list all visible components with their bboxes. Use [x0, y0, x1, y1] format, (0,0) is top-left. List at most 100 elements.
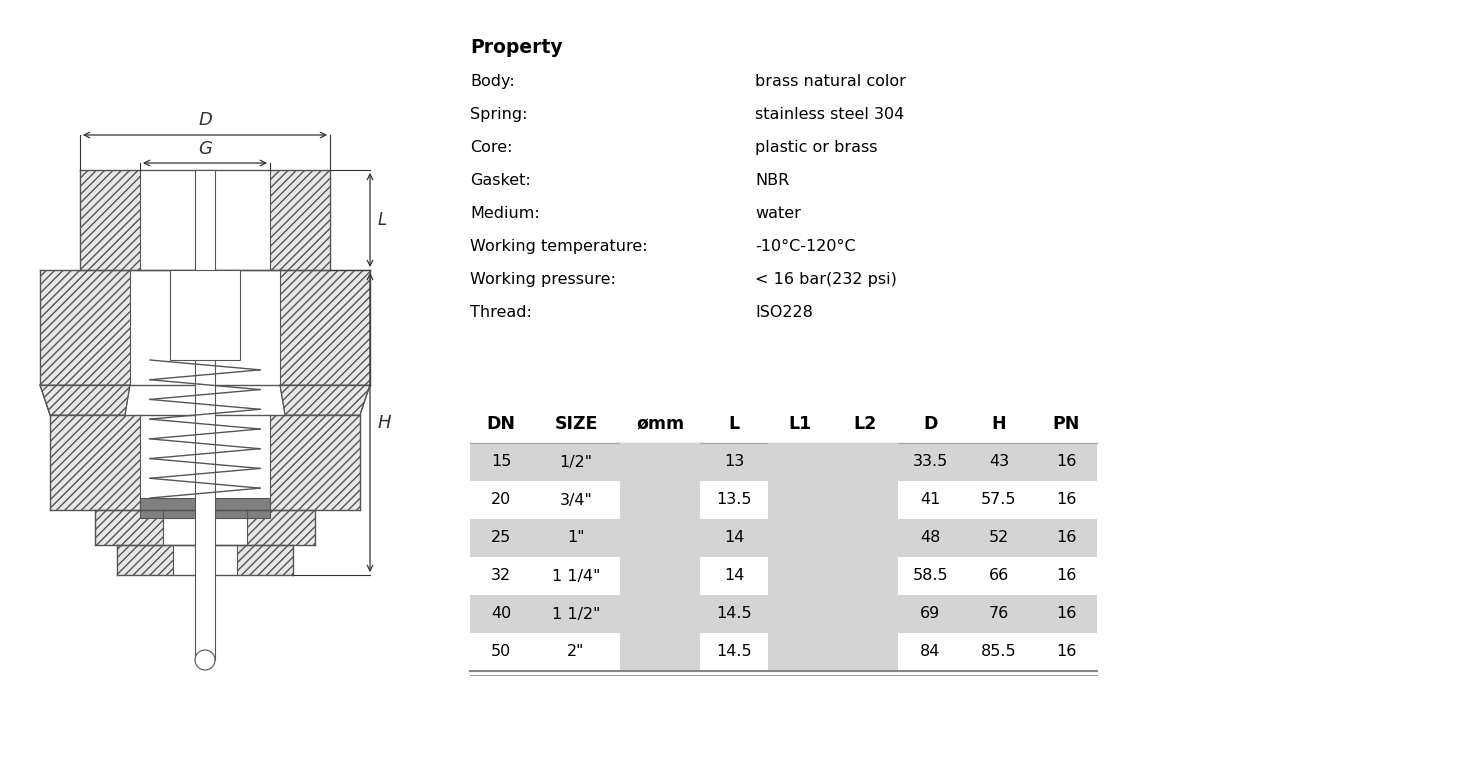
Bar — [898, 481, 963, 519]
Bar — [963, 557, 1035, 595]
Bar — [470, 633, 532, 671]
Polygon shape — [237, 545, 293, 575]
Text: 57.5: 57.5 — [982, 492, 1017, 507]
Bar — [195, 170, 215, 660]
Polygon shape — [94, 510, 164, 545]
Text: ømm: ømm — [635, 415, 684, 433]
Polygon shape — [270, 170, 330, 270]
Text: Working temperature:: Working temperature: — [470, 239, 647, 254]
Polygon shape — [270, 415, 360, 510]
Text: SIZE: SIZE — [554, 415, 597, 433]
Bar — [532, 633, 621, 671]
Text: 1/2": 1/2" — [560, 455, 593, 469]
Text: D: D — [923, 415, 937, 433]
Bar — [621, 443, 700, 481]
Bar — [470, 557, 532, 595]
Bar — [700, 557, 768, 595]
Text: Medium:: Medium: — [470, 206, 539, 221]
Text: brass natural color: brass natural color — [755, 74, 907, 89]
Text: G: G — [198, 140, 212, 158]
Text: water: water — [755, 206, 800, 221]
Bar — [898, 557, 963, 595]
Bar — [833, 481, 898, 519]
Text: L: L — [377, 211, 388, 229]
Text: < 16 bar(232 psi): < 16 bar(232 psi) — [755, 272, 896, 287]
Polygon shape — [50, 415, 140, 510]
Bar — [700, 633, 768, 671]
Text: H: H — [992, 415, 1007, 433]
Text: 58.5: 58.5 — [912, 568, 948, 584]
Text: 16: 16 — [1055, 530, 1076, 546]
Ellipse shape — [195, 650, 215, 670]
Text: PN: PN — [1052, 415, 1079, 433]
Text: 50: 50 — [491, 645, 511, 659]
Text: 14: 14 — [724, 530, 744, 546]
Bar — [470, 443, 1097, 481]
Text: L1: L1 — [789, 415, 812, 433]
Bar — [768, 633, 833, 671]
Text: Working pressure:: Working pressure: — [470, 272, 616, 287]
Text: 14: 14 — [724, 568, 744, 584]
Bar — [621, 595, 700, 633]
Bar — [768, 481, 833, 519]
Text: Core:: Core: — [470, 140, 513, 155]
Bar — [768, 557, 833, 595]
Text: 14.5: 14.5 — [716, 645, 752, 659]
Text: 41: 41 — [920, 492, 940, 507]
Bar — [833, 595, 898, 633]
Text: 1 1/2": 1 1/2" — [551, 607, 600, 622]
Text: 20: 20 — [491, 492, 511, 507]
Bar — [621, 481, 700, 519]
Bar — [833, 443, 898, 481]
Bar — [700, 481, 768, 519]
Text: Thread:: Thread: — [470, 305, 532, 320]
Text: 33.5: 33.5 — [912, 455, 948, 469]
Bar — [1035, 633, 1097, 671]
Bar — [833, 557, 898, 595]
Text: 84: 84 — [920, 645, 940, 659]
Bar — [1035, 481, 1097, 519]
Text: 16: 16 — [1055, 455, 1076, 469]
Text: D: D — [198, 111, 212, 129]
Text: 52: 52 — [989, 530, 1010, 546]
Bar — [621, 633, 700, 671]
Bar — [768, 443, 833, 481]
Polygon shape — [40, 385, 130, 415]
Bar — [833, 633, 898, 671]
Polygon shape — [116, 545, 172, 575]
Bar — [470, 595, 1097, 633]
Polygon shape — [248, 510, 315, 545]
Text: 13: 13 — [724, 455, 744, 469]
Polygon shape — [80, 170, 140, 270]
Text: 76: 76 — [989, 607, 1010, 622]
Bar — [532, 481, 621, 519]
Text: 69: 69 — [920, 607, 940, 622]
Bar — [963, 633, 1035, 671]
Bar — [170, 270, 240, 360]
Text: 1": 1" — [567, 530, 585, 546]
Bar — [621, 519, 700, 557]
Text: 16: 16 — [1055, 492, 1076, 507]
Text: 2": 2" — [567, 645, 585, 659]
Bar — [898, 633, 963, 671]
Text: 16: 16 — [1055, 607, 1076, 622]
Text: 13.5: 13.5 — [716, 492, 752, 507]
Text: 25: 25 — [491, 530, 511, 546]
Text: 16: 16 — [1055, 645, 1076, 659]
Text: plastic or brass: plastic or brass — [755, 140, 877, 155]
Text: ISO228: ISO228 — [755, 305, 812, 320]
Polygon shape — [280, 385, 370, 415]
Bar — [470, 519, 1097, 557]
Text: Body:: Body: — [470, 74, 514, 89]
Bar — [470, 481, 532, 519]
Text: H: H — [377, 414, 392, 432]
Text: 66: 66 — [989, 568, 1010, 584]
Text: 3/4": 3/4" — [560, 492, 593, 507]
Text: NBR: NBR — [755, 173, 789, 188]
Text: 32: 32 — [491, 568, 511, 584]
Text: 15: 15 — [491, 455, 511, 469]
Text: L2: L2 — [853, 415, 877, 433]
Bar — [768, 519, 833, 557]
Text: 48: 48 — [920, 530, 940, 546]
Bar — [532, 557, 621, 595]
